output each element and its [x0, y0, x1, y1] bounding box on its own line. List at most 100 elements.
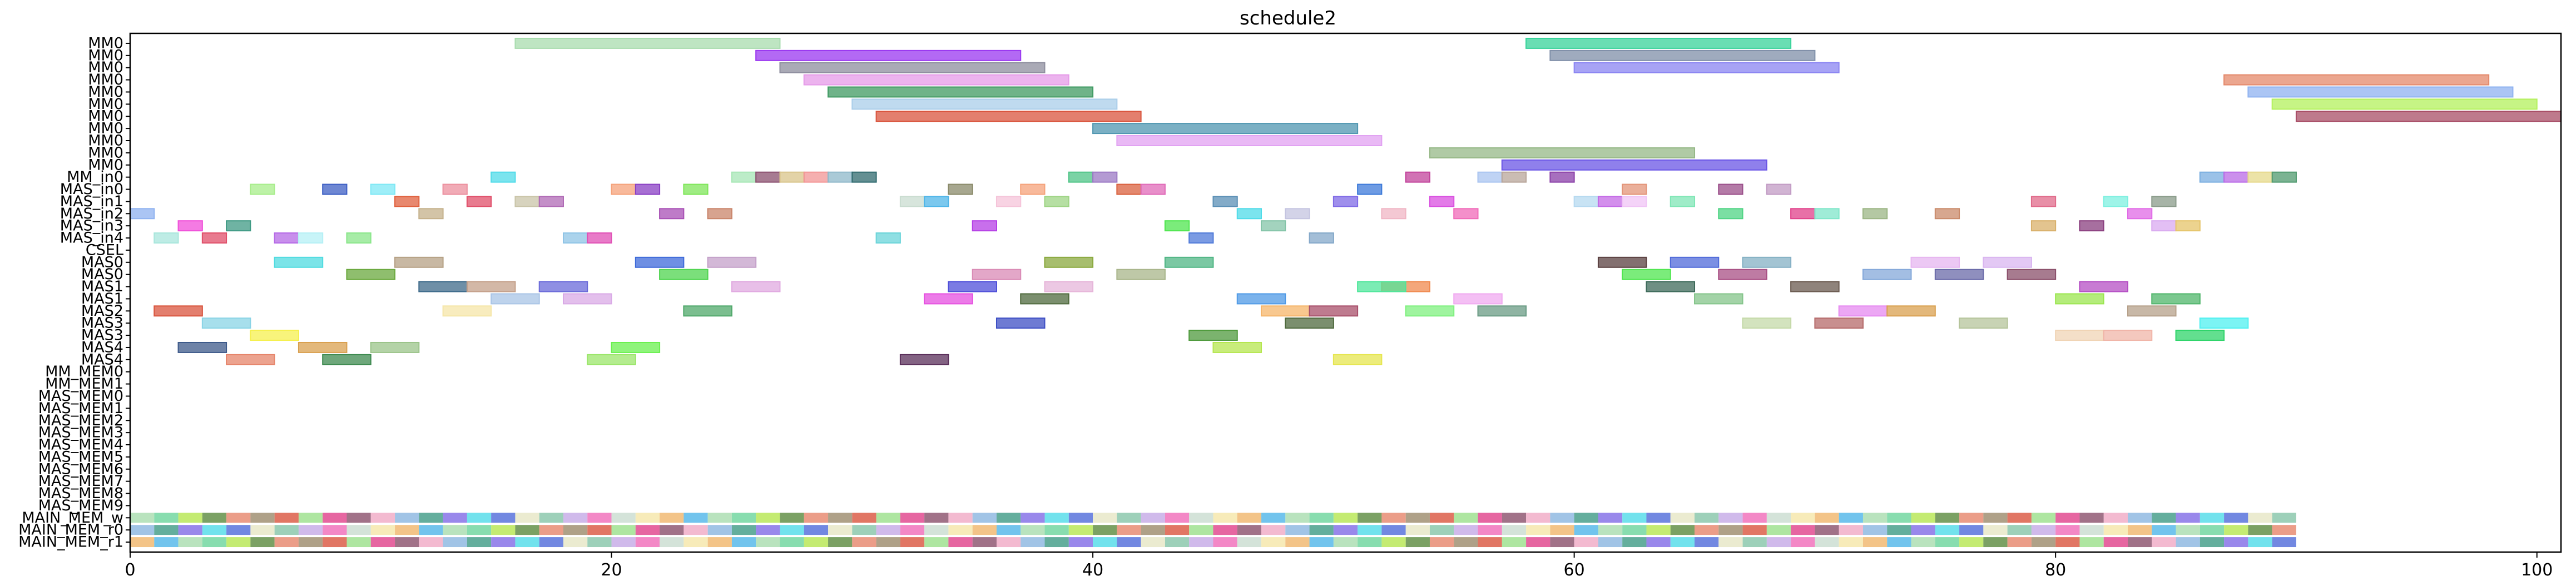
main-mem-bar [731, 525, 756, 535]
task-bar [1188, 330, 1238, 341]
task-bar [1934, 208, 1960, 220]
main-mem-bar [900, 513, 925, 523]
main-mem-bar [1117, 513, 1141, 523]
main-mem-bar [2079, 513, 2104, 523]
task-bar [755, 171, 781, 183]
main-mem-bar [1742, 537, 1767, 548]
task-bar [1332, 354, 1383, 365]
main-mem-bar [2103, 525, 2128, 535]
main-mem-bar [804, 513, 829, 523]
task-bar [1332, 196, 1359, 207]
task-bar [177, 220, 203, 232]
task-bar [1261, 305, 1310, 317]
main-mem-bar [154, 525, 179, 535]
task-bar [1573, 62, 1840, 73]
main-mem-bar [996, 513, 1021, 523]
task-bar [370, 183, 396, 195]
row-label: MAIN_MEM_w [22, 509, 123, 527]
main-mem-bar [274, 537, 299, 548]
main-mem-bar [1478, 525, 1502, 535]
row-label: MAS1 [81, 290, 123, 307]
main-mem-bar [1550, 525, 1574, 535]
task-bar [1910, 256, 1960, 268]
main-mem-bar [130, 537, 155, 548]
main-mem-bar [1502, 525, 1527, 535]
task-bar [1814, 317, 1864, 329]
task-bar [948, 183, 973, 195]
main-mem-bar [1695, 513, 1719, 523]
task-bar [1188, 232, 1214, 244]
main-mem-bar [1574, 537, 1598, 548]
row-label: MAS4 [81, 339, 123, 356]
row-label: MAS0 [81, 254, 123, 271]
task-bar [1020, 183, 1046, 195]
main-mem-bar [178, 537, 202, 548]
task-bar [1718, 208, 1743, 220]
main-mem-bar [972, 525, 997, 535]
main-mem-bar [876, 537, 900, 548]
main-mem-bar [1454, 537, 1478, 548]
task-bar [1429, 147, 1696, 158]
main-mem-bar [1044, 537, 1069, 548]
main-mem-bar [370, 537, 395, 548]
main-mem-bar [395, 513, 419, 523]
main-mem-bar [2248, 537, 2272, 548]
main-mem-bar [1309, 537, 1334, 548]
main-mem-bar [1718, 537, 1743, 548]
task-bar [2030, 220, 2057, 232]
main-mem-bar [1911, 525, 1935, 535]
main-mem-bar [828, 513, 853, 523]
main-mem-bar [635, 513, 660, 523]
main-mem-bar [298, 525, 323, 535]
task-bar [1501, 159, 1767, 171]
main-mem-bar [1574, 513, 1598, 523]
task-bar [1044, 281, 1094, 292]
task-bar [1790, 281, 1840, 292]
main-mem-bar [900, 537, 925, 548]
task-bar [924, 293, 973, 305]
task-bar [875, 232, 901, 244]
task-bar [2151, 220, 2177, 232]
task-bar [1622, 196, 1647, 207]
main-mem-bar [1862, 537, 1888, 548]
main-mem-bar [924, 537, 949, 548]
row-label: MAS_MEM1 [38, 400, 123, 417]
main-mem-bar [1068, 525, 1093, 535]
main-mem-bar [1189, 537, 1213, 548]
main-mem-bar [467, 513, 492, 523]
main-mem-bar [1213, 537, 1237, 548]
main-mem-bar [2152, 537, 2176, 548]
main-mem-bar [539, 525, 563, 535]
task-bar [851, 171, 877, 183]
task-bar [1236, 293, 1286, 305]
main-mem-bar [395, 525, 419, 535]
task-bar [1790, 208, 1816, 220]
main-mem-bar [924, 525, 949, 535]
main-memory-bars [130, 513, 2296, 548]
task-bar [972, 269, 1022, 280]
task-bar [2055, 330, 2104, 341]
main-mem-bar [491, 513, 516, 523]
main-mem-bar [900, 525, 925, 535]
task-bar [2271, 171, 2297, 183]
row-label: MAS3 [81, 327, 123, 344]
main-mem-bar [178, 513, 202, 523]
task-bar [948, 281, 997, 292]
task-bar [2030, 196, 2057, 207]
task-bar [1670, 256, 1720, 268]
main-mem-bar [828, 537, 853, 548]
main-mem-bar [2199, 537, 2225, 548]
main-mem-bar [563, 513, 588, 523]
row-label: MM0 [88, 83, 123, 101]
main-mem-bar [515, 525, 539, 535]
task-bar [659, 269, 709, 280]
task-bar [995, 317, 1046, 329]
main-mem-bar [587, 537, 612, 548]
x-tick-label: 100 [2521, 560, 2553, 580]
row-label: MM_MEM1 [45, 375, 123, 393]
task-bar [1501, 171, 1527, 183]
main-mem-bar [2152, 525, 2176, 535]
main-mem-bar [707, 525, 732, 535]
row-label: MM0 [88, 47, 123, 64]
main-mem-bar [202, 537, 227, 548]
